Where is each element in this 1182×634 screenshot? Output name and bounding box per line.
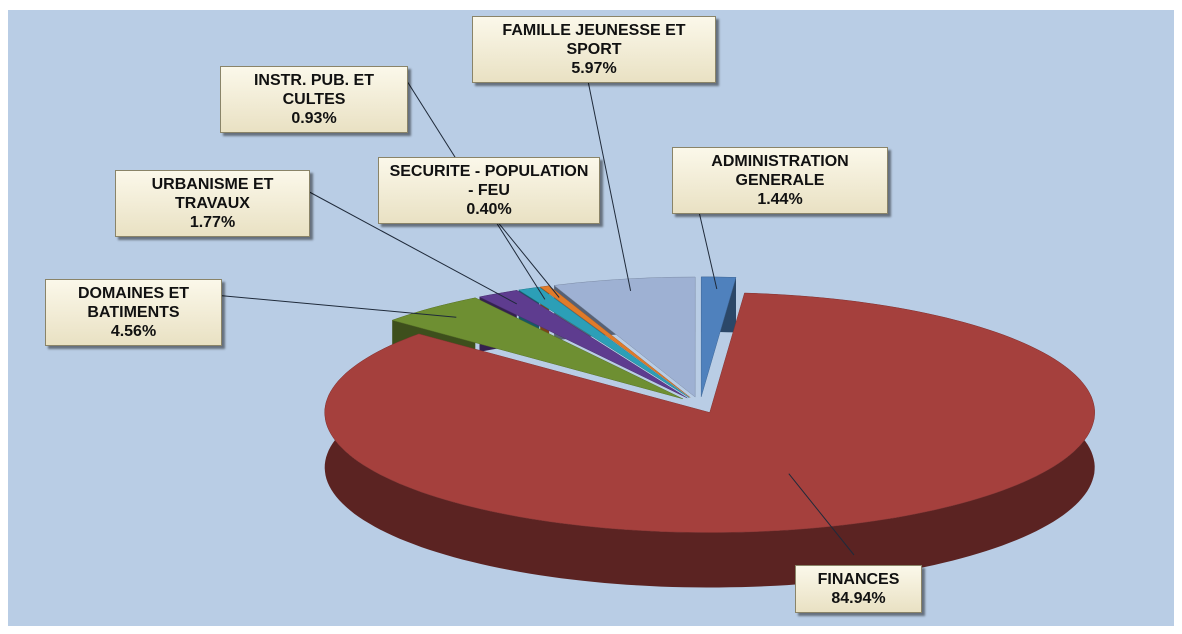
leader-line: [586, 75, 632, 291]
value-label: 4.56%: [110, 323, 157, 340]
category-label: FINANCES: [817, 571, 900, 588]
leader-line: [491, 214, 560, 298]
leader-line: [213, 294, 457, 318]
data-label: SECURITE - POPULATION - FEU 0.40%: [378, 157, 600, 224]
leader-line: [788, 473, 855, 556]
leader-line: [301, 187, 518, 305]
category-label: URBANISME ET TRAVAUX: [151, 176, 274, 212]
data-label: ADMINISTRATION GENERALE 1.44%: [672, 147, 888, 214]
leader-line: [696, 202, 718, 290]
slice: [553, 276, 696, 398]
data-label: DOMAINES ET BATIMENTS 4.56%: [45, 279, 222, 346]
category-label: SECURITE - POPULATION - FEU: [389, 163, 589, 199]
value-label: 5.97%: [571, 60, 617, 77]
data-label: URBANISME ET TRAVAUX 1.77%: [115, 170, 310, 237]
value-label: 0.93%: [291, 110, 337, 127]
slice: [539, 285, 691, 398]
category-label: INSTR. PUB. ET CULTES: [253, 72, 374, 108]
category-label: FAMILLE JEUNESSE ET SPORT: [502, 22, 686, 58]
value-label: 0.40%: [466, 201, 512, 218]
category-label: ADMINISTRATION GENERALE: [711, 153, 849, 189]
value-label: 84.94%: [831, 590, 886, 607]
value-label: 1.77%: [189, 214, 236, 231]
data-label: FINANCES 84.94%: [795, 565, 922, 613]
data-label: INSTR. PUB. ET CULTES 0.93%: [220, 66, 408, 133]
slice: [700, 276, 737, 397]
category-label: DOMAINES ET BATIMENTS: [77, 285, 190, 321]
data-label: FAMILLE JEUNESSE ET SPORT 5.97%: [472, 16, 716, 83]
slice: [517, 286, 690, 398]
value-label: 1.44%: [757, 191, 803, 208]
slice: [391, 297, 684, 400]
slice: [324, 292, 1095, 533]
